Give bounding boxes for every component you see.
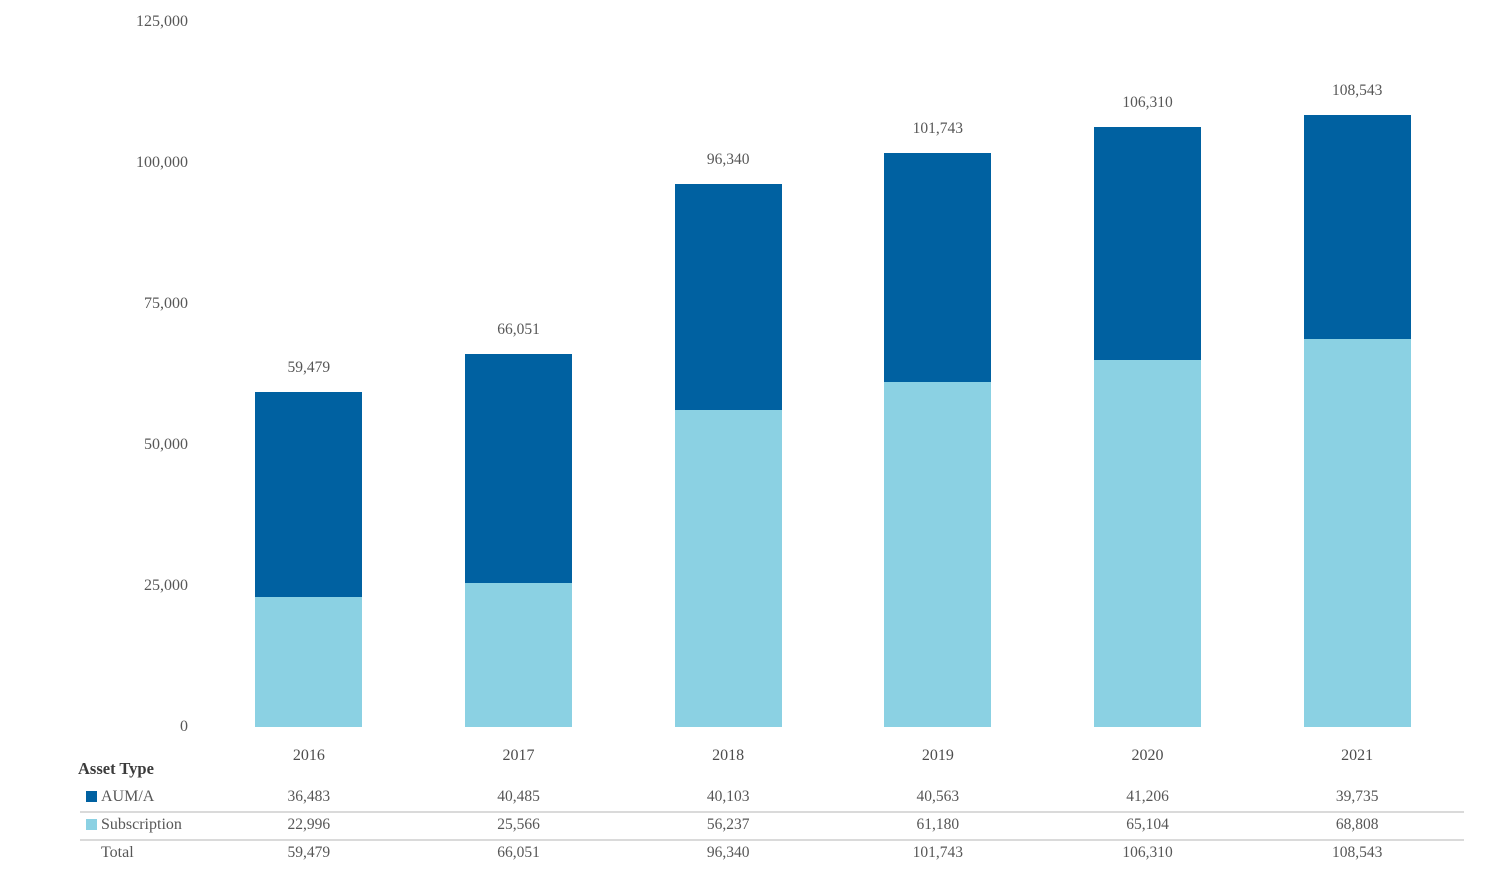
table-cell-total-2016: 59,479 bbox=[287, 844, 331, 861]
legend-marker-aum-a-icon bbox=[86, 791, 97, 802]
table-divider-top bbox=[80, 811, 1464, 813]
y-axis-tick-label: 0 bbox=[180, 718, 188, 735]
table-cell-aum-a-2019: 40,563 bbox=[916, 788, 960, 805]
bar-segment-subscription-2020 bbox=[1094, 359, 1201, 727]
table-cell-subscription-2016: 22,996 bbox=[287, 816, 331, 833]
bar-total-label-2018: 96,340 bbox=[706, 150, 750, 168]
x-axis-label-2021: 2021 bbox=[1341, 747, 1374, 764]
table-cell-aum-a-2016: 36,483 bbox=[287, 788, 331, 805]
table-cell-total-2018: 96,340 bbox=[706, 844, 750, 861]
table-divider-bottom bbox=[80, 839, 1464, 841]
bar-segment-aum-a-2017 bbox=[465, 354, 572, 583]
table-cell-total-2017: 66,051 bbox=[497, 844, 540, 861]
table-cell-subscription-2020: 65,104 bbox=[1126, 816, 1169, 833]
table-row-label-total: Total bbox=[101, 844, 134, 861]
table-legend-title: Asset Type bbox=[78, 759, 154, 778]
y-axis-tick-label: 25,000 bbox=[144, 577, 188, 594]
bar-segment-aum-a-2019 bbox=[884, 153, 992, 382]
y-axis-tick-label: 125,000 bbox=[136, 13, 188, 30]
table-cell-subscription-2017: 25,566 bbox=[497, 816, 540, 833]
table-cell-subscription-2019: 61,180 bbox=[916, 816, 960, 833]
bar-segment-subscription-2018 bbox=[674, 409, 782, 727]
bar-total-label-2016: 59,479 bbox=[287, 358, 331, 376]
table-cell-total-2021: 108,543 bbox=[1331, 844, 1383, 861]
bar-total-label-2017: 66,051 bbox=[497, 321, 540, 339]
y-axis-tick-label: 50,000 bbox=[144, 436, 188, 453]
bar-segment-subscription-2017 bbox=[465, 582, 572, 727]
table-cell-total-2019: 101,743 bbox=[912, 844, 964, 861]
bar-segment-aum-a-2021 bbox=[1303, 114, 1411, 339]
bar-total-label-2019: 101,743 bbox=[912, 120, 964, 138]
x-axis-label-2020: 2020 bbox=[1131, 747, 1164, 764]
table-cell-subscription-2021: 68,808 bbox=[1335, 816, 1379, 833]
bar-segment-subscription-2016 bbox=[255, 597, 363, 727]
y-axis-tick-label: 75,000 bbox=[144, 295, 188, 312]
y-axis-tick-label: 100,000 bbox=[136, 154, 188, 171]
bar-segment-aum-a-2020 bbox=[1094, 127, 1201, 360]
table-cell-total-2020: 106,310 bbox=[1122, 844, 1173, 861]
x-axis-label-2016: 2016 bbox=[292, 747, 325, 764]
table-row-label-aum-a: AUM/A bbox=[101, 788, 155, 805]
table-cell-subscription-2018: 56,237 bbox=[706, 816, 750, 833]
table-cell-aum-a-2021: 39,735 bbox=[1335, 788, 1379, 805]
bar-segment-aum-a-2016 bbox=[255, 391, 363, 598]
x-axis-label-2017: 2017 bbox=[502, 747, 535, 764]
x-axis-label-2018: 2018 bbox=[712, 747, 745, 764]
bar-segment-subscription-2019 bbox=[884, 381, 992, 727]
table-cell-aum-a-2020: 41,206 bbox=[1126, 788, 1169, 805]
table-row-label-subscription: Subscription bbox=[101, 816, 182, 833]
table-cell-aum-a-2017: 40,485 bbox=[497, 788, 540, 805]
x-axis-label-2019: 2019 bbox=[921, 747, 954, 764]
table-cell-aum-a-2018: 40,103 bbox=[706, 788, 750, 805]
bar-total-label-2020: 106,310 bbox=[1122, 94, 1173, 112]
bar-segment-aum-a-2018 bbox=[674, 183, 782, 410]
bar-segment-subscription-2021 bbox=[1303, 338, 1411, 727]
legend-marker-subscription-icon bbox=[86, 819, 97, 830]
bar-total-label-2021: 108,543 bbox=[1331, 81, 1383, 99]
